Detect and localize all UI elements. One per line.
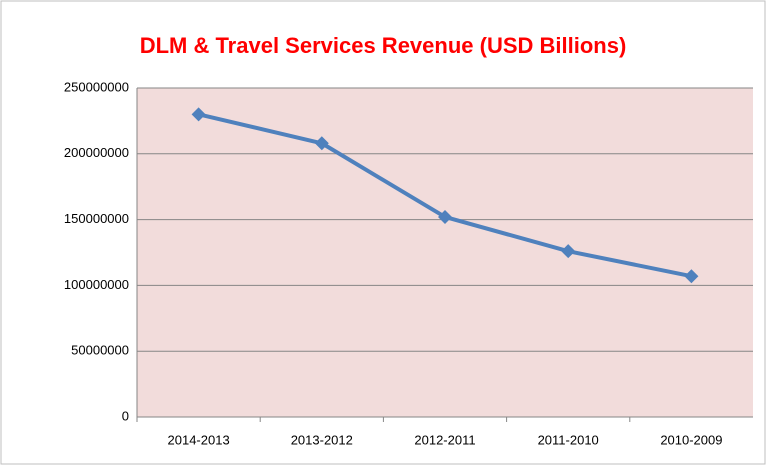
x-tick-label: 2013-2012 [291, 432, 353, 447]
chart-title: DLM & Travel Services Revenue (USD Billi… [140, 33, 627, 58]
x-tick-label: 2014-2013 [168, 432, 230, 447]
y-tick-label: 150000000 [64, 211, 129, 226]
x-tick-label: 2010-2009 [660, 432, 722, 447]
marker [314, 136, 329, 151]
y-tick-label: 0 [122, 408, 129, 423]
marker [438, 209, 452, 224]
plot-area [137, 88, 753, 417]
marker [561, 244, 576, 259]
marker [684, 269, 699, 284]
x-tick-label: 2011-2010 [538, 432, 599, 447]
marker [191, 107, 206, 122]
x-tick-label: 2012-2011 [414, 432, 475, 447]
y-tick-label: 200000000 [64, 145, 129, 160]
y-tick-label: 50000000 [71, 343, 129, 358]
y-tick-label: 250000000 [64, 79, 129, 94]
y-tick-label: 100000000 [64, 277, 129, 292]
